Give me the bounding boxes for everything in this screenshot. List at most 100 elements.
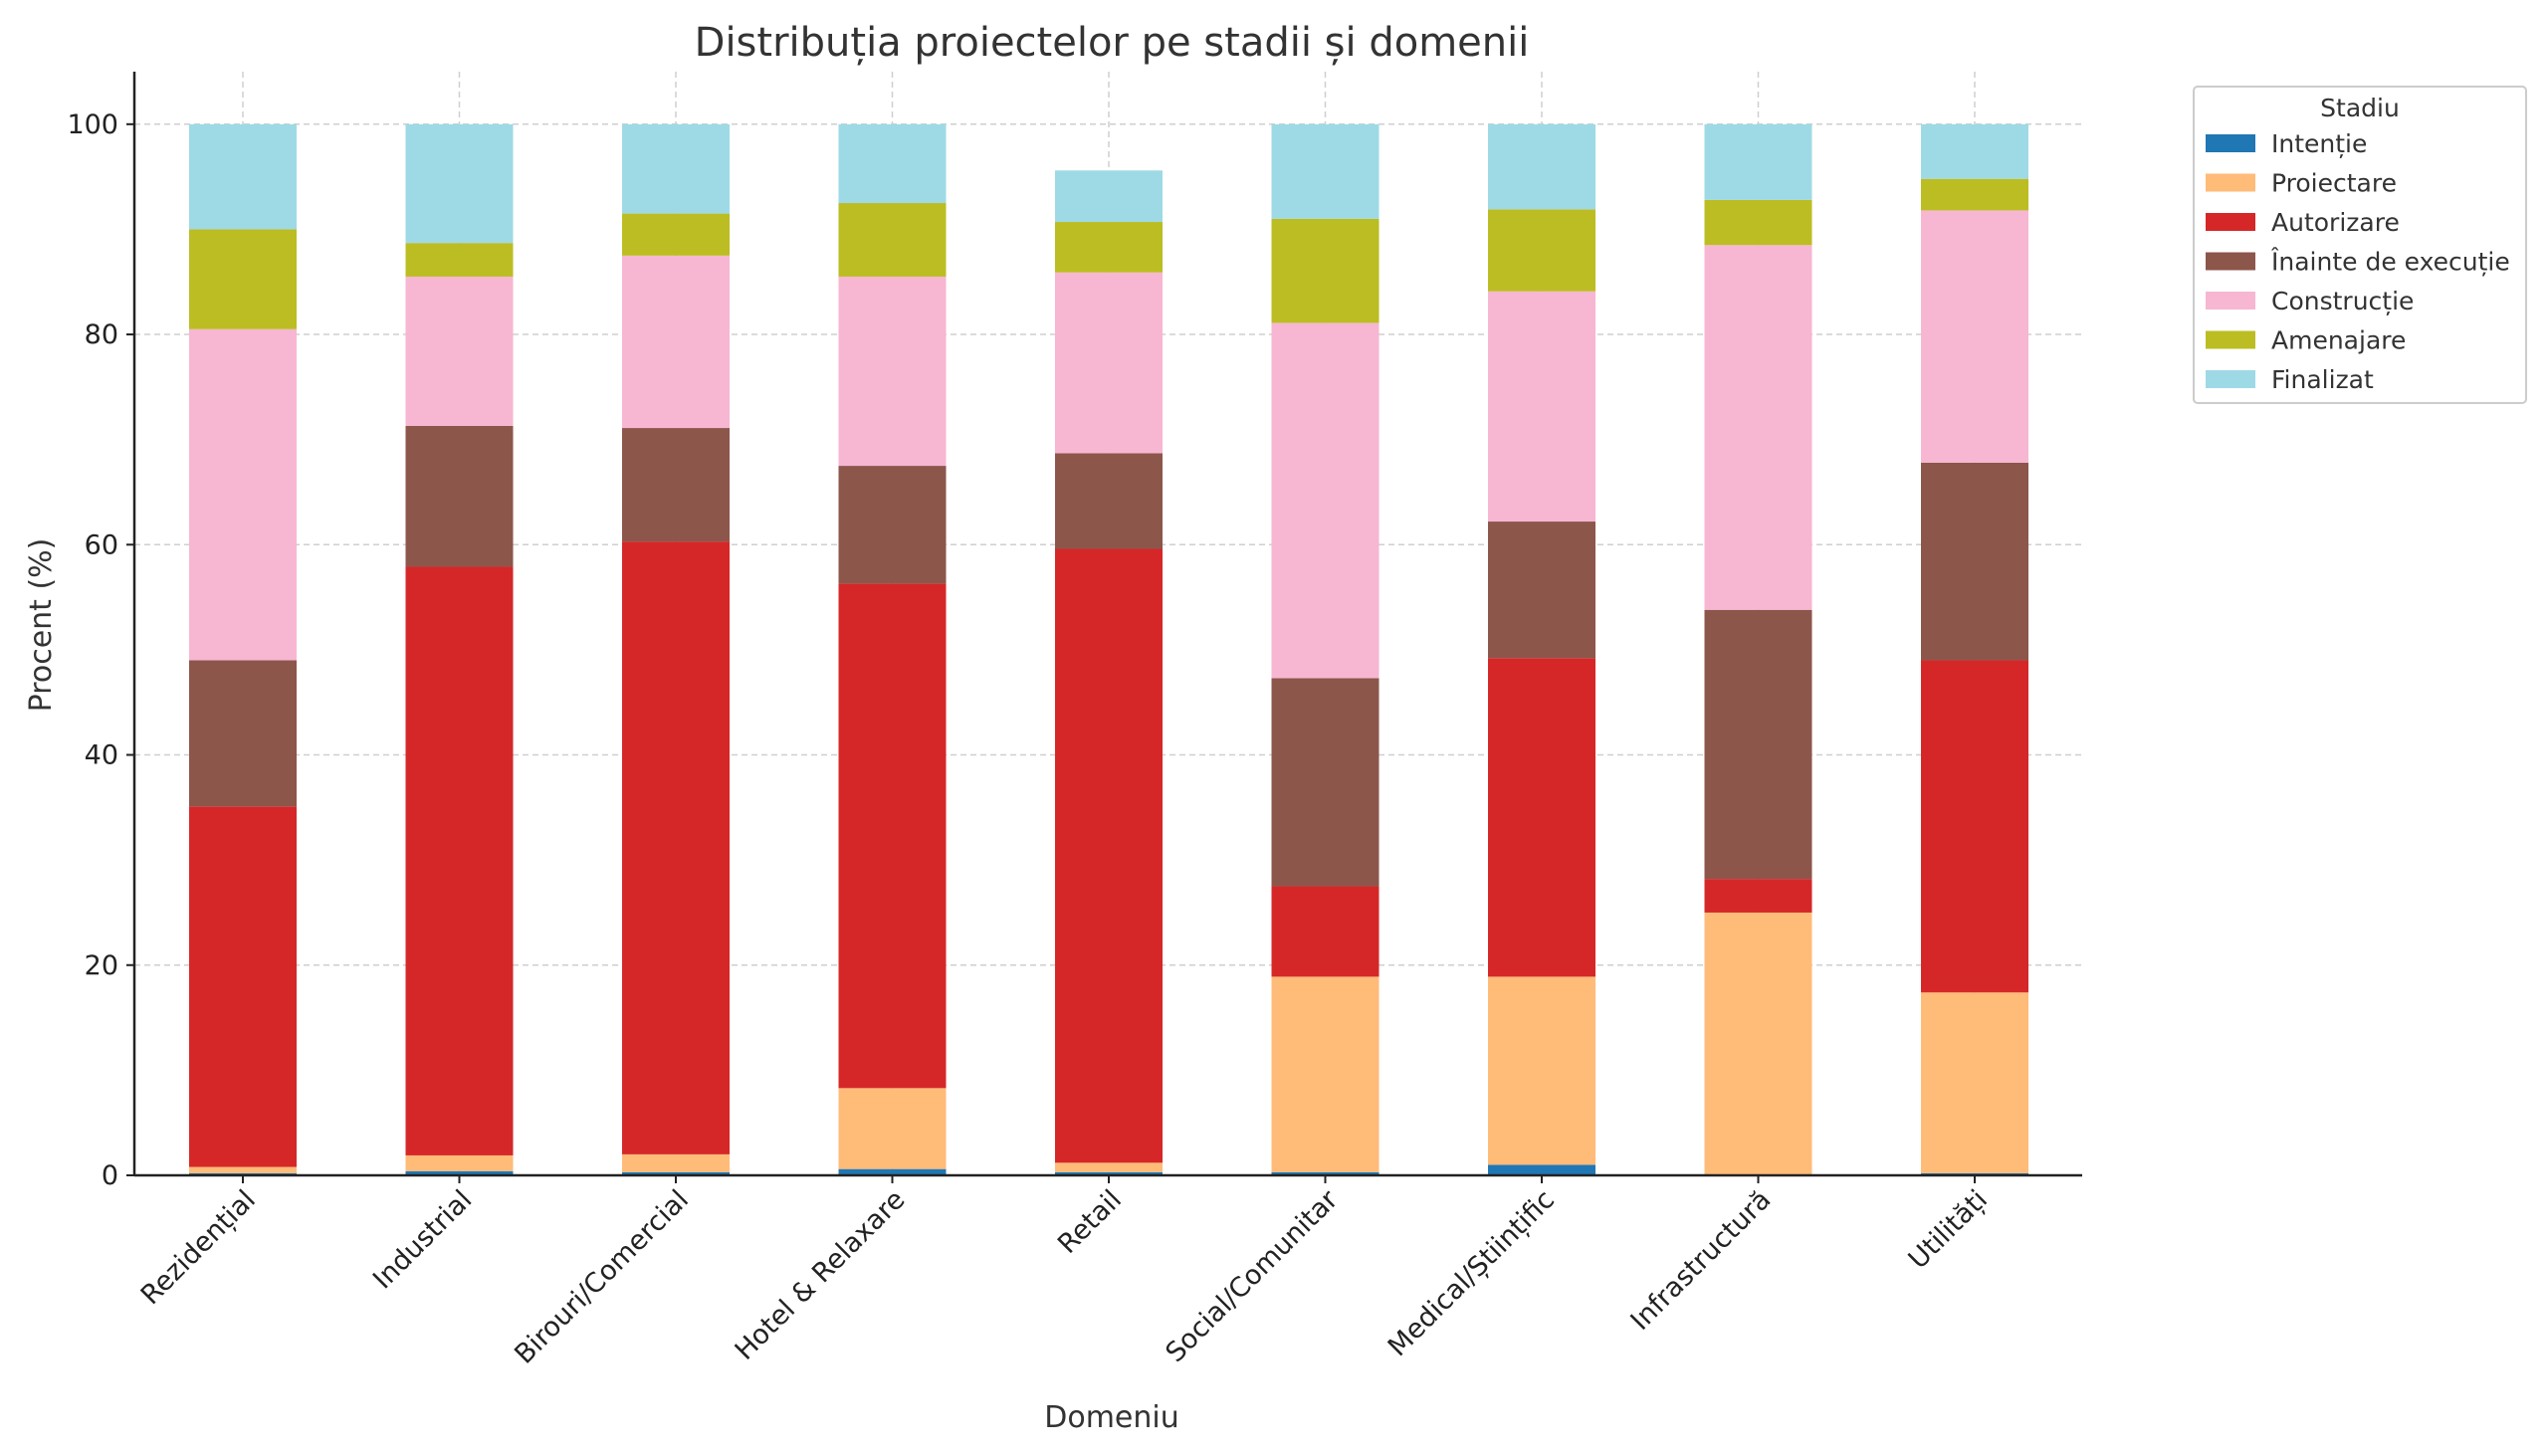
bar-segment-5-cat-5	[1055, 272, 1163, 454]
bar-segment-2-cat-6	[1271, 976, 1380, 1172]
bar-segment-5-cat-3	[622, 255, 730, 429]
bar-segment-4-cat-4	[838, 466, 947, 584]
x-tick-label: Retail	[1052, 1184, 1128, 1260]
legend-swatch-4	[2206, 252, 2255, 271]
legend-box	[2193, 86, 2527, 404]
bar-segment-5-cat-7	[1488, 291, 1595, 522]
x-tick-label: Birouri/Comercial	[509, 1184, 695, 1370]
bar-segment-3-cat-3	[622, 541, 730, 1154]
bar-segment-4-cat-1	[189, 660, 297, 807]
bar-segment-2-cat-9	[1921, 992, 2028, 1173]
bar-segment-3-cat-4	[838, 583, 947, 1089]
bar-segment-7-cat-1	[189, 123, 297, 230]
bar-segment-2-cat-3	[622, 1153, 730, 1172]
x-tick-label: Infrastructură	[1625, 1184, 1778, 1337]
x-tick-label: Utilități	[1903, 1184, 1994, 1275]
bar-segment-4-cat-3	[622, 428, 730, 542]
y-tick-label: 40	[85, 740, 118, 771]
bar-segment-5-cat-8	[1704, 245, 1812, 610]
legend-items: Intenție Proiectare Autorizare Înainte de e…	[2206, 129, 2510, 394]
bar-segment-7-cat-2	[405, 123, 514, 244]
bar-segment-2-cat-1	[189, 1166, 297, 1173]
y-tick-labels: 0 20 40 60 80 100	[67, 109, 134, 1191]
bar-segment-7-cat-9	[1921, 123, 2028, 179]
bar-segment-6-cat-4	[838, 203, 947, 277]
bar-segment-5-cat-9	[1921, 210, 2028, 463]
bar-segment-4-cat-8	[1704, 609, 1812, 880]
bar-segment-3-cat-9	[1921, 660, 2028, 993]
legend-label-7: Finalizat	[2271, 365, 2374, 394]
bar-segment-6-cat-7	[1488, 209, 1595, 292]
legend-label-3: Autorizare	[2271, 208, 2400, 237]
legend-label-1: Intenție	[2271, 129, 2367, 158]
bar-segment-7-cat-5	[1055, 170, 1163, 223]
legend-swatch-6	[2206, 330, 2255, 349]
y-tick-label: 20	[85, 950, 118, 981]
x-tick-label: Industrial	[367, 1184, 478, 1295]
x-tick-label: Rezidențial	[135, 1184, 262, 1311]
bar-segment-3-cat-6	[1271, 886, 1380, 977]
bar-segment-6-cat-1	[189, 229, 297, 329]
x-tick-label: Social/Comunitar	[1160, 1183, 1345, 1368]
bars	[189, 123, 2028, 1175]
bar-segment-2-cat-7	[1488, 976, 1595, 1165]
legend-label-2: Proiectare	[2271, 169, 2397, 198]
legend-swatch-5	[2206, 292, 2255, 310]
bar-segment-4-cat-7	[1488, 521, 1595, 659]
bar-segment-6-cat-3	[622, 213, 730, 256]
legend-label-6: Amenajare	[2271, 326, 2406, 355]
bar-segment-4-cat-6	[1271, 678, 1380, 887]
bar-segment-7-cat-4	[838, 123, 947, 204]
bar-segment-7-cat-8	[1704, 123, 1812, 200]
bar-segment-5-cat-1	[189, 328, 297, 661]
legend-label-4: Înainte de execuție	[2270, 248, 2510, 277]
bar-segment-6-cat-6	[1271, 218, 1380, 323]
y-tick-label: 60	[85, 529, 118, 560]
bar-segment-1-cat-4	[838, 1168, 947, 1175]
bar-segment-5-cat-2	[405, 276, 514, 426]
bar-segment-3-cat-1	[189, 806, 297, 1167]
legend-title: Stadiu	[2320, 94, 2400, 122]
x-axis-label: Domeniu	[1044, 1400, 1179, 1435]
chart-title: Distribuția proiectelor pe stadii și dom…	[695, 20, 1530, 66]
bar-segment-3-cat-8	[1704, 879, 1812, 913]
bar-segment-4-cat-2	[405, 425, 514, 567]
bar-segment-7-cat-6	[1271, 123, 1380, 219]
y-tick-label: 100	[67, 109, 118, 140]
bar-segment-5-cat-4	[838, 276, 947, 467]
bar-segment-6-cat-5	[1055, 222, 1163, 273]
bar-segment-1-cat-2	[405, 1170, 514, 1175]
x-tick-labels: Rezidențial Industrial Birouri/Comercial Ho…	[135, 1175, 1994, 1370]
legend-swatch-1	[2206, 134, 2255, 152]
legend-label-5: Construcție	[2271, 287, 2414, 315]
bar-segment-2-cat-5	[1055, 1162, 1163, 1172]
bar-segment-1-cat-6	[1271, 1171, 1380, 1175]
bar-segment-2-cat-8	[1704, 912, 1812, 1175]
bar-segment-5-cat-6	[1271, 322, 1380, 679]
bar-segment-7-cat-7	[1488, 123, 1595, 210]
legend-swatch-3	[2206, 213, 2255, 231]
bar-segment-1-cat-7	[1488, 1164, 1595, 1175]
bar-segment-6-cat-9	[1921, 178, 2028, 211]
x-tick-label: Hotel & Relaxare	[730, 1184, 912, 1366]
legend: Stadiu Intenție Proiectare Autorizare Înain…	[2193, 86, 2527, 404]
bar-segment-1-cat-3	[622, 1171, 730, 1175]
bar-segment-2-cat-2	[405, 1154, 514, 1171]
bar-segment-7-cat-3	[622, 123, 730, 214]
bar-segment-6-cat-2	[405, 243, 514, 277]
x-tick-label: Medical/Științific	[1382, 1184, 1561, 1362]
legend-swatch-2	[2206, 173, 2255, 192]
bar-segment-3-cat-2	[405, 566, 514, 1155]
y-tick-label: 0	[102, 1160, 118, 1191]
bar-segment-3-cat-5	[1055, 548, 1163, 1163]
bar-segment-4-cat-9	[1921, 462, 2028, 661]
bar-segment-4-cat-5	[1055, 453, 1163, 549]
y-axis-label: Procent (%)	[24, 538, 59, 713]
bar-segment-3-cat-7	[1488, 658, 1595, 977]
bar-segment-2-cat-4	[838, 1088, 947, 1169]
legend-swatch-7	[2206, 370, 2255, 388]
y-tick-label: 80	[85, 319, 118, 350]
bar-segment-1-cat-5	[1055, 1171, 1163, 1175]
bar-segment-6-cat-8	[1704, 199, 1812, 246]
